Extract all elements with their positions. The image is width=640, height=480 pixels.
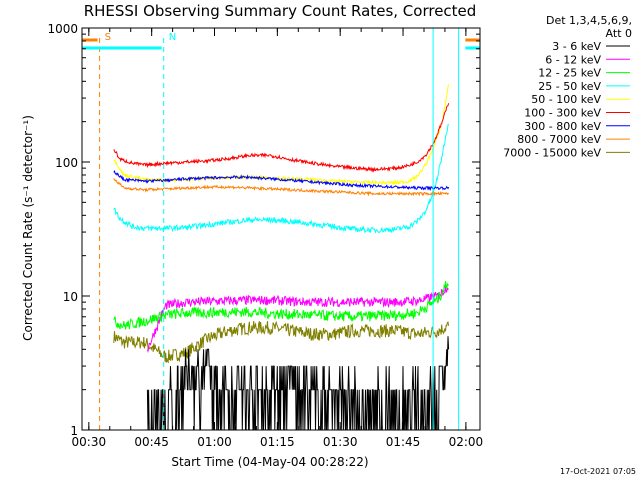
y-tick-label: 1: [70, 424, 78, 438]
timestamp: 17-Oct-2021 07:05: [560, 467, 636, 476]
legend-label: 100 - 300 keV: [524, 107, 601, 120]
y-axis-label: Corrected Count Rate (s⁻¹ detector⁻¹): [21, 115, 35, 341]
y-tick-label: 100: [55, 156, 78, 170]
legend-label: 800 - 7000 keV: [517, 133, 601, 146]
legend-header: Det 1,3,4,5,6,9,: [546, 14, 632, 27]
x-tick-label: 02:00: [449, 435, 484, 449]
legend-label: 6 - 12 keV: [545, 53, 601, 66]
series-line-100-300-kev: [113, 103, 450, 173]
legend-label: 300 - 800 keV: [524, 120, 601, 133]
legend-label: 12 - 25 keV: [538, 67, 601, 80]
series-line-12-25-kev: [113, 281, 449, 330]
series-line-300-800-kev: [113, 169, 450, 192]
legend-label: 25 - 50 keV: [538, 80, 601, 93]
axes: 1 10 100 1000 00:30 00:45 01:00 01:15 01:30 01:45…: [47, 22, 483, 449]
x-tick-label: 01:30: [323, 435, 358, 449]
legend-label: 50 - 100 keV: [531, 93, 601, 106]
x-tick-label: 00:30: [72, 435, 107, 449]
series-line-3-6-kev: [146, 336, 450, 430]
plot-frame: [81, 27, 481, 431]
y-tick-label: 10: [63, 290, 78, 304]
x-tick-label: 01:00: [197, 435, 232, 449]
marker-label-s: S: [105, 32, 111, 43]
legend-label: 3 - 6 keV: [552, 40, 601, 53]
x-tick-label: 00:45: [134, 435, 169, 449]
x-axis-label: Start Time (04-May-04 00:28:22): [171, 455, 368, 469]
legend-header: Att 0: [606, 27, 632, 40]
y-tick-label: 1000: [47, 22, 78, 36]
series-line-6-12-kev: [146, 286, 449, 353]
series-line-7000-15000-kev: [113, 320, 450, 364]
series-line-800-7000-kev: [113, 178, 450, 197]
legend-label: 7000 - 15000 keV: [503, 146, 601, 159]
chart-title: RHESSI Observing Summary Count Rates, Co…: [84, 2, 477, 20]
x-tick-label: 01:15: [260, 435, 295, 449]
marker-label-n: N: [169, 32, 176, 43]
x-tick-label: 01:45: [386, 435, 421, 449]
series-line-25-50-kev: [113, 123, 449, 234]
